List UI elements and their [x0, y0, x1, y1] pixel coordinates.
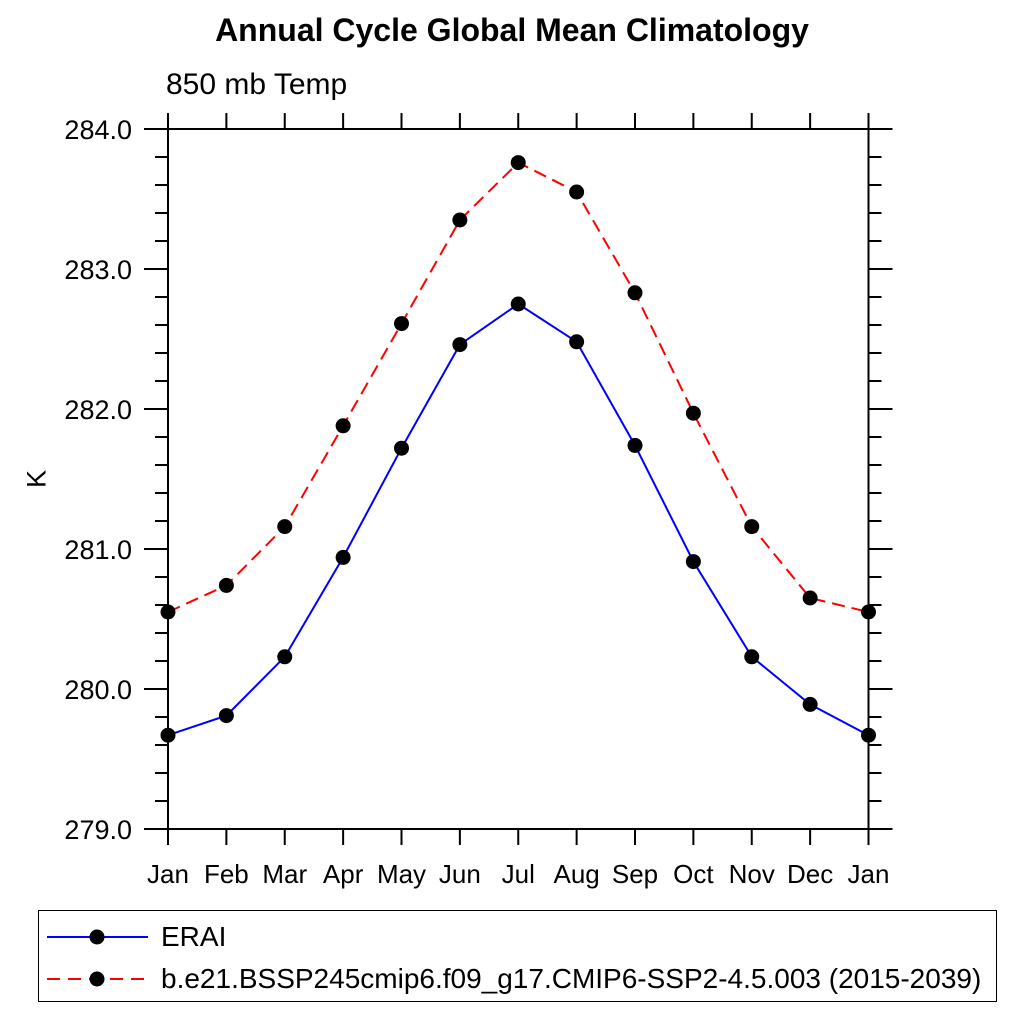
x-axis-ticks — [167, 113, 870, 845]
x-tick-label: Oct — [673, 859, 714, 889]
data-point-marker — [510, 296, 526, 312]
x-tick-label: Jul — [502, 859, 535, 889]
data-point-marker — [335, 418, 351, 434]
legend-label-model: b.e21.BSSP245cmip6.f09_g17.CMIP6-SSP2-4.… — [161, 963, 982, 994]
y-tick-label: 281.0 — [64, 535, 132, 565]
data-point-marker — [802, 696, 818, 712]
series-model — [160, 155, 876, 620]
data-point-marker — [685, 405, 701, 421]
series-erai — [160, 296, 876, 743]
page-title: Annual Cycle Global Mean Climatology — [215, 12, 809, 48]
legend-marker — [89, 971, 105, 987]
x-tick-label: Jun — [439, 859, 481, 889]
data-point-marker — [277, 649, 293, 665]
x-tick-label: Dec — [787, 859, 833, 889]
data-point-marker — [452, 212, 468, 228]
legend-marker — [89, 929, 105, 945]
data-point-marker — [744, 649, 760, 665]
data-point-marker — [861, 604, 876, 620]
x-tick-label: Jan — [147, 859, 189, 889]
x-tick-label: Sep — [612, 859, 658, 889]
data-point-marker — [277, 519, 293, 535]
y-tick-label: 282.0 — [64, 395, 132, 425]
x-tick-label: Apr — [323, 859, 364, 889]
data-point-marker — [218, 577, 234, 593]
y-tick-label: 279.0 — [64, 815, 132, 845]
legend-line-sample-model — [47, 971, 148, 987]
data-point-marker — [569, 184, 585, 200]
y-axis-tick-labels: 279.0 280.0 281.0 282.0 283.0 284.0 — [64, 115, 132, 845]
y-tick-label: 284.0 — [64, 115, 132, 145]
legend-item-erai: ERAI — [46, 921, 226, 953]
x-tick-label: Nov — [729, 859, 775, 889]
data-point-marker — [569, 334, 585, 350]
data-point-marker — [744, 519, 760, 535]
data-point-marker — [160, 727, 176, 743]
data-point-marker — [510, 155, 526, 171]
x-tick-label: Mar — [262, 859, 307, 889]
data-point-marker — [335, 549, 351, 565]
data-point-marker — [627, 285, 643, 301]
legend-box: ERAI b.e21.BSSP245cmip6.f09_g17.CMIP6-SS… — [38, 910, 997, 1002]
chart-subtitle: 850 mb Temp — [166, 68, 348, 101]
data-point-marker — [160, 604, 176, 620]
series-line — [167, 161, 869, 613]
y-tick-label: 280.0 — [64, 675, 132, 705]
legend-label-erai: ERAI — [161, 921, 227, 952]
data-point-marker — [394, 440, 409, 456]
axis-frame — [152, 113, 885, 845]
data-point-marker — [861, 727, 876, 743]
x-tick-label: Jan — [848, 859, 890, 889]
series-line — [167, 302, 869, 737]
data-point-marker — [627, 437, 643, 453]
data-point-marker — [218, 708, 234, 724]
data-point-marker — [802, 590, 818, 606]
data-point-marker — [394, 316, 409, 332]
legend-line-sample-erai — [47, 929, 148, 945]
x-axis-tick-labels: Jan Feb Mar Apr May Jun Jul Aug Sep Oct Nov Dec Jan — [147, 859, 889, 889]
data-point-marker — [452, 337, 468, 353]
y-tick-label: 283.0 — [64, 255, 132, 285]
data-point-marker — [685, 554, 701, 570]
legend-item-model: b.e21.BSSP245cmip6.f09_g17.CMIP6-SSP2-4.… — [46, 963, 981, 995]
y-axis-ticks — [144, 128, 893, 830]
x-tick-label: May — [377, 859, 426, 889]
x-tick-label: Feb — [204, 859, 249, 889]
x-tick-label: Aug — [553, 859, 599, 889]
